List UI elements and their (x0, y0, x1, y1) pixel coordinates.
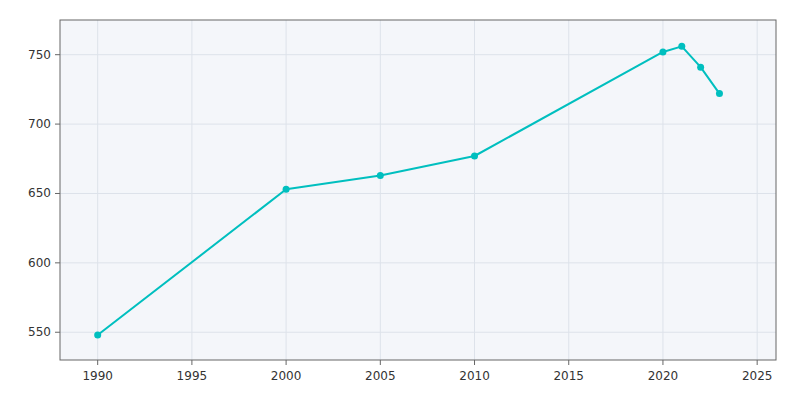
y-grid-line (60, 124, 776, 125)
y-tick (55, 124, 60, 125)
x-tick (474, 360, 475, 365)
x-tick (380, 360, 381, 365)
point (659, 48, 666, 55)
x-tick-label: 2020 (648, 369, 679, 383)
grid (60, 20, 776, 360)
x-grid-line (191, 20, 192, 360)
y-tick-label: 750 (28, 48, 51, 62)
x-grid-line (380, 20, 381, 360)
x-tick-label: 2010 (459, 369, 490, 383)
y-tick-label: 550 (28, 325, 51, 339)
y-grid-line (60, 54, 776, 55)
chart-container: 1990 1995 2000 2005 2010 2015 2020 2025 550 600 65… (0, 0, 800, 400)
x-tick-label: 1995 (177, 369, 208, 383)
x-tick-label: 1990 (82, 369, 113, 383)
axes: 1990 1995 2000 2005 2010 2015 2020 2025 550 600 65… (28, 20, 776, 383)
x-grid-line (662, 20, 663, 360)
x-tick (191, 360, 192, 365)
chart-svg: 1990 1995 2000 2005 2010 2015 2020 2025 550 600 65… (0, 0, 800, 400)
point (471, 153, 478, 160)
y-grid-line (60, 332, 776, 333)
series (94, 43, 723, 339)
x-grid-line (474, 20, 475, 360)
x-tick (286, 360, 287, 365)
point (94, 332, 101, 339)
y-tick (55, 332, 60, 333)
y-tick-label: 650 (28, 186, 51, 200)
plot-area (60, 20, 776, 360)
x-tick-label: 2000 (271, 369, 302, 383)
x-tick (568, 360, 569, 365)
point (377, 172, 384, 179)
y-tick-label: 700 (28, 117, 51, 131)
point (716, 90, 723, 97)
line (98, 46, 720, 335)
y-tick-label: 600 (28, 256, 51, 270)
x-tick (97, 360, 98, 365)
page: {"chart_data": {"type": "line", "x": [19… (0, 0, 800, 400)
point (678, 43, 685, 50)
y-tick (55, 262, 60, 263)
x-tick-label: 2005 (365, 369, 396, 383)
y-tick (55, 54, 60, 55)
x-grid-line (568, 20, 569, 360)
x-tick-label: 2025 (742, 369, 773, 383)
x-tick (662, 360, 663, 365)
point (283, 186, 290, 193)
y-grid-line (60, 193, 776, 194)
y-tick (55, 193, 60, 194)
x-tick (757, 360, 758, 365)
x-grid-line (757, 20, 758, 360)
plot-frame (60, 20, 776, 360)
x-grid-line (97, 20, 98, 360)
y-grid-line (60, 262, 776, 263)
x-tick-label: 2015 (553, 369, 584, 383)
point (697, 64, 704, 71)
